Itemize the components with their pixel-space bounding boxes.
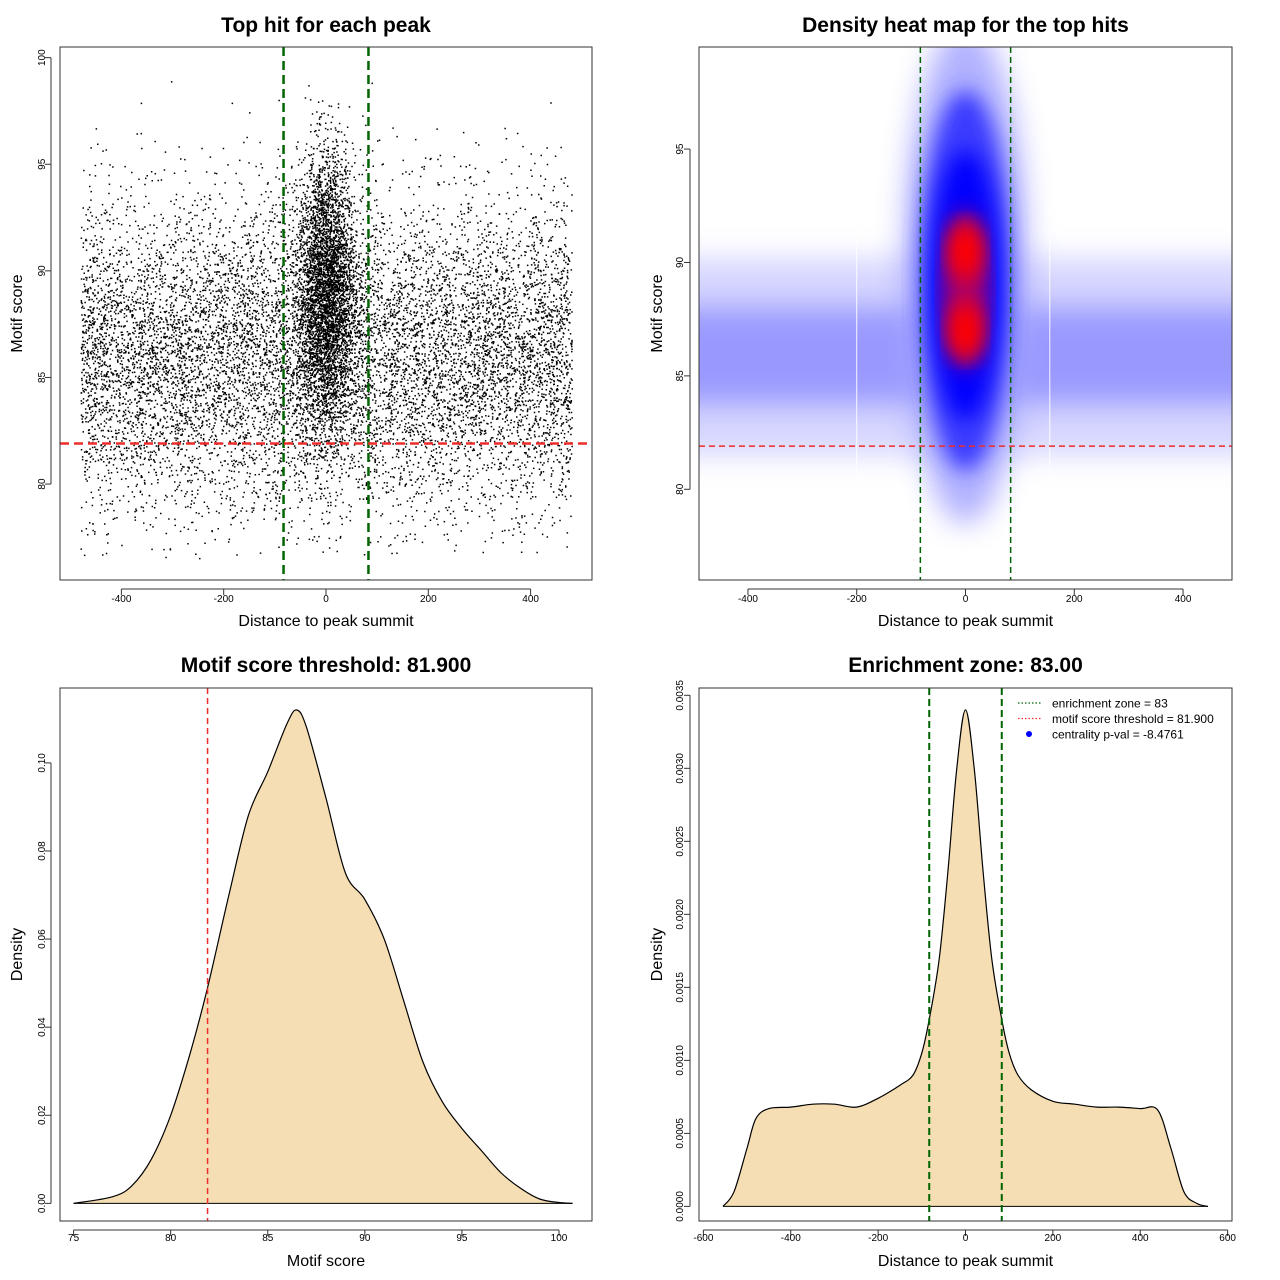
x-tick-label: 0 — [963, 1233, 969, 1244]
chart-title: Motif score threshold: 81.900 — [181, 654, 472, 677]
scatter-points — [80, 81, 573, 560]
y-tick-label: 95 — [37, 158, 48, 170]
chart-title: Enrichment zone: 83.00 — [848, 654, 1083, 677]
x-tick-label: 0 — [963, 594, 969, 605]
x-tick-label: 400 — [1132, 1233, 1149, 1244]
plot-frame — [698, 687, 1233, 1222]
x-axis-label: Motif score — [287, 1253, 365, 1270]
legend-entry: centrality p-val = -8.4761 — [1052, 728, 1184, 742]
x-axis: -600 -400 -200 0 200 400 600 — [693, 1229, 1236, 1244]
x-tick-label: 400 — [522, 594, 539, 605]
x-tick-label: -400 — [738, 594, 758, 605]
x-tick-label: 200 — [1066, 594, 1083, 605]
y-tick-label: 85 — [37, 371, 48, 383]
heat-peak — [947, 302, 984, 359]
y-tick-label: 0.06 — [37, 929, 48, 949]
x-axis-label: Distance to peak summit — [878, 1253, 1054, 1270]
y-tick-label: 0.00 — [37, 1193, 48, 1213]
plot-frame — [698, 46, 1233, 581]
x-axis: -400 -200 0 200 400 — [111, 588, 539, 605]
x-tick-label: -200 — [847, 594, 867, 605]
y-tick-label: 95 — [675, 143, 686, 155]
x-tick-label: 95 — [456, 1233, 468, 1244]
y-tick-label: 0.0020 — [675, 899, 686, 930]
y-axis-label: Density — [649, 928, 666, 981]
density-area — [73, 709, 573, 1204]
y-axis: 0.0000 0.0005 0.0010 0.0015 0.0020 0.0025 0.00… — [675, 680, 691, 1222]
x-tick-label: 200 — [1045, 1233, 1062, 1244]
x-tick-label: 200 — [420, 594, 437, 605]
density-heatmap — [699, 47, 1232, 580]
y-tick-label: 0.0005 — [675, 1118, 686, 1149]
y-tick-label: 0.0030 — [675, 753, 686, 784]
y-tick-label: 0.0025 — [675, 826, 686, 857]
y-tick-label: 0.02 — [37, 1105, 48, 1125]
x-axis-label: Distance to peak summit — [238, 613, 414, 630]
x-axis: -400 -200 0 200 400 — [738, 588, 1192, 605]
x-tick-label: 0 — [323, 594, 329, 605]
x-tick-label: -400 — [111, 594, 131, 605]
y-tick-label: 90 — [675, 256, 686, 268]
x-tick-label: 400 — [1175, 594, 1192, 605]
chart-title: Top hit for each peak — [221, 14, 431, 37]
density-curve — [73, 709, 573, 1204]
panel-1-axes: -400 -200 0 200 400 80 85 90 95 100 Top hit for ea… — [9, 14, 593, 630]
y-tick-label: 80 — [37, 478, 48, 490]
y-tick-label: 90 — [37, 265, 48, 277]
x-tick-label: 600 — [1219, 1233, 1236, 1244]
y-tick-label: 0.0035 — [675, 680, 686, 711]
density-area — [723, 709, 1208, 1207]
x-axis: 75 80 85 90 95 100 — [68, 1229, 568, 1244]
y-axis: 0.00 0.02 0.04 0.06 0.08 0.10 — [37, 753, 52, 1213]
legend-dot-marker — [1026, 731, 1032, 737]
x-tick-label: 80 — [165, 1233, 177, 1244]
y-axis: 80 85 90 95 100 — [37, 49, 52, 490]
panel-3-axes: 75 80 85 90 95 100 0.00 0.02 0.04 0.06 0.08 0.10 Mot… — [9, 654, 593, 1270]
y-tick-label: 0.0015 — [675, 972, 686, 1003]
x-axis-label: Distance to peak summit — [878, 613, 1054, 630]
density-curve — [722, 709, 1209, 1207]
y-tick-label: 80 — [675, 483, 686, 495]
legend-entry: motif score threshold = 81.900 — [1052, 712, 1214, 726]
x-tick-label: 75 — [68, 1233, 80, 1244]
y-tick-label: 85 — [675, 370, 686, 382]
y-tick-label: 0.0000 — [675, 1191, 686, 1222]
chart-title: Density heat map for the top hits — [802, 14, 1129, 37]
y-axis: 80 85 90 95 — [675, 143, 691, 495]
x-tick-label: -400 — [781, 1233, 801, 1244]
x-tick-label: 90 — [359, 1233, 371, 1244]
scatter-point-cloud — [80, 81, 573, 560]
x-tick-label: -200 — [868, 1233, 888, 1244]
y-tick-label: 0.04 — [37, 1017, 48, 1037]
y-tick-label: 0.0010 — [675, 1045, 686, 1076]
y-axis-label: Motif score — [649, 274, 666, 352]
legend-entry: enrichment zone = 83 — [1052, 697, 1168, 711]
panel-4-axes: -600 -400 -200 0 200 400 600 0.0000 0.0005 0.0010… — [649, 654, 1236, 1270]
y-tick-label: 100 — [37, 49, 48, 66]
plot-frame — [59, 46, 593, 581]
panel-2-axes: -400 -200 0 200 400 80 85 90 95 Density heat map … — [649, 14, 1233, 630]
plot-frame — [59, 687, 593, 1222]
x-tick-label: 100 — [551, 1233, 568, 1244]
x-tick-label: 85 — [262, 1233, 274, 1244]
y-axis-label: Density — [9, 928, 26, 981]
y-tick-label: 0.10 — [37, 753, 48, 773]
y-axis-label: Motif score — [9, 274, 26, 352]
x-tick-label: -600 — [693, 1233, 713, 1244]
y-tick-label: 0.08 — [37, 841, 48, 861]
x-tick-label: -200 — [214, 594, 234, 605]
heat-peak — [947, 223, 984, 280]
